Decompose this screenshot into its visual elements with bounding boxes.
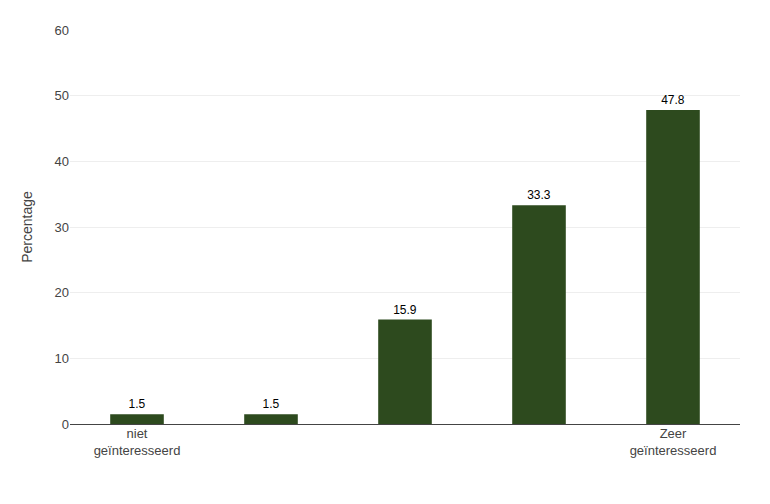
svg-text:20: 20 (55, 285, 69, 300)
svg-text:Zeergeïnteresseerd: Zeergeïnteresseerd (630, 426, 717, 458)
svg-text:1.5: 1.5 (128, 397, 145, 411)
svg-text:0: 0 (62, 417, 69, 432)
svg-text:10: 10 (55, 351, 69, 366)
svg-text:1.5: 1.5 (262, 397, 279, 411)
svg-text:40: 40 (55, 154, 69, 169)
svg-text:47.8: 47.8 (661, 93, 685, 107)
svg-text:33.3: 33.3 (527, 188, 551, 202)
svg-text:30: 30 (55, 220, 69, 235)
svg-text:nietgeïnteresseerd: nietgeïnteresseerd (94, 426, 181, 458)
svg-text:50: 50 (55, 88, 69, 103)
svg-text:15.9: 15.9 (393, 303, 417, 317)
svg-text:60: 60 (55, 23, 69, 38)
svg-text:Percentage: Percentage (19, 191, 35, 263)
